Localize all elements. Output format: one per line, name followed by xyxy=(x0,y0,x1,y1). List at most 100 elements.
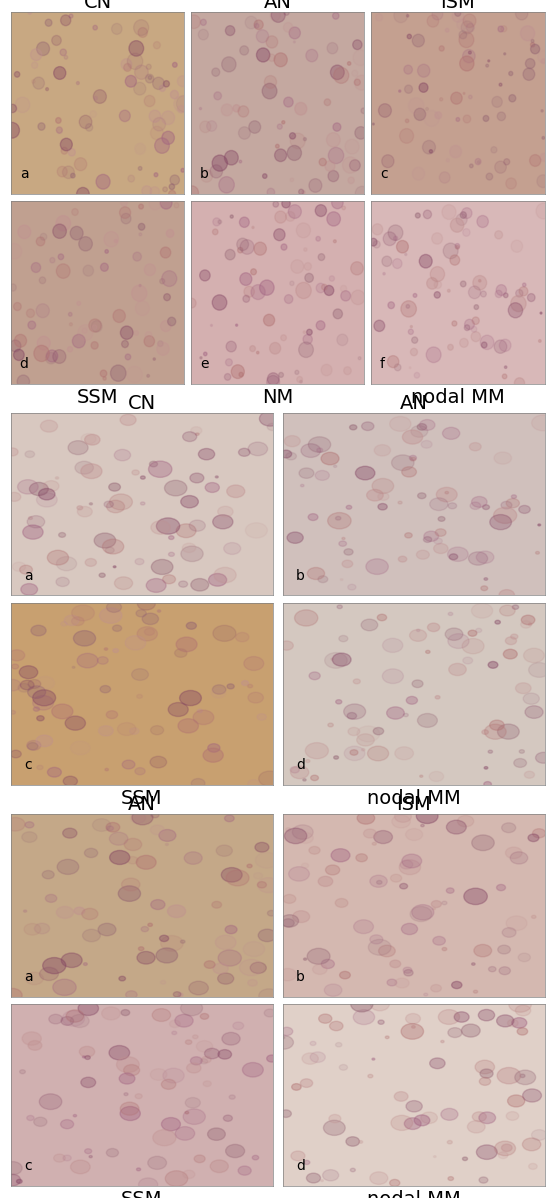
Circle shape xyxy=(85,558,96,567)
Circle shape xyxy=(355,75,368,90)
Circle shape xyxy=(301,863,309,869)
Circle shape xyxy=(447,821,466,834)
Title: AN: AN xyxy=(400,394,428,413)
Circle shape xyxy=(353,40,362,49)
Circle shape xyxy=(530,155,541,167)
Text: a: a xyxy=(24,569,32,582)
Circle shape xyxy=(344,367,351,375)
Circle shape xyxy=(267,910,276,916)
Circle shape xyxy=(290,179,294,182)
Circle shape xyxy=(248,684,252,688)
Circle shape xyxy=(454,1012,469,1022)
Circle shape xyxy=(488,967,496,972)
Circle shape xyxy=(304,1161,310,1164)
Circle shape xyxy=(394,364,401,370)
Circle shape xyxy=(174,202,179,208)
Circle shape xyxy=(14,72,20,77)
Circle shape xyxy=(495,231,503,238)
Circle shape xyxy=(145,332,152,339)
Text: c: c xyxy=(24,758,32,772)
Circle shape xyxy=(274,229,285,241)
Circle shape xyxy=(148,924,152,926)
Circle shape xyxy=(85,1149,92,1154)
Circle shape xyxy=(321,1180,323,1181)
Circle shape xyxy=(310,1041,316,1046)
Circle shape xyxy=(25,450,35,458)
Circle shape xyxy=(37,337,50,350)
Circle shape xyxy=(406,14,409,17)
Circle shape xyxy=(412,35,425,47)
Circle shape xyxy=(254,872,262,879)
Circle shape xyxy=(276,144,279,149)
Circle shape xyxy=(210,1160,228,1173)
Circle shape xyxy=(6,817,25,831)
Circle shape xyxy=(335,898,348,907)
Circle shape xyxy=(137,627,157,641)
Circle shape xyxy=(10,340,21,352)
Circle shape xyxy=(370,1172,388,1185)
Circle shape xyxy=(413,294,417,297)
Circle shape xyxy=(448,290,450,292)
Circle shape xyxy=(72,666,75,668)
Circle shape xyxy=(214,568,236,582)
Circle shape xyxy=(431,985,441,992)
Circle shape xyxy=(361,108,366,114)
Circle shape xyxy=(126,367,142,382)
Circle shape xyxy=(218,507,233,518)
Circle shape xyxy=(318,576,328,582)
Circle shape xyxy=(329,1114,341,1123)
Circle shape xyxy=(372,123,375,125)
Circle shape xyxy=(163,80,169,87)
Circle shape xyxy=(452,981,462,988)
Circle shape xyxy=(109,494,133,510)
Circle shape xyxy=(416,809,438,823)
Circle shape xyxy=(529,1163,537,1169)
Circle shape xyxy=(250,962,266,974)
Circle shape xyxy=(355,466,375,480)
Circle shape xyxy=(224,815,234,822)
Circle shape xyxy=(459,32,474,48)
Circle shape xyxy=(75,461,94,474)
Circle shape xyxy=(344,704,366,719)
Circle shape xyxy=(109,483,120,491)
Circle shape xyxy=(474,304,478,309)
Circle shape xyxy=(464,888,487,904)
Circle shape xyxy=(136,610,146,617)
Circle shape xyxy=(226,870,249,885)
Circle shape xyxy=(304,138,306,140)
Circle shape xyxy=(303,779,306,781)
Circle shape xyxy=(523,68,535,80)
Circle shape xyxy=(405,119,409,122)
Circle shape xyxy=(178,105,185,113)
Circle shape xyxy=(82,930,101,942)
Circle shape xyxy=(295,610,318,627)
Circle shape xyxy=(426,651,430,653)
Circle shape xyxy=(389,1179,400,1186)
Circle shape xyxy=(89,319,101,332)
Circle shape xyxy=(442,901,447,904)
Circle shape xyxy=(503,649,517,659)
Circle shape xyxy=(7,243,22,259)
Circle shape xyxy=(305,273,314,283)
Circle shape xyxy=(427,14,439,28)
Circle shape xyxy=(227,684,234,689)
Circle shape xyxy=(58,254,64,260)
Circle shape xyxy=(405,1014,420,1024)
Circle shape xyxy=(404,713,408,716)
Circle shape xyxy=(512,1017,527,1028)
Circle shape xyxy=(469,95,472,98)
Circle shape xyxy=(463,14,476,28)
Circle shape xyxy=(497,111,505,121)
Circle shape xyxy=(7,448,18,456)
Circle shape xyxy=(295,102,307,115)
Circle shape xyxy=(26,309,35,317)
Circle shape xyxy=(438,1010,460,1024)
Circle shape xyxy=(326,865,340,875)
Circle shape xyxy=(463,229,470,236)
Circle shape xyxy=(239,373,243,376)
Circle shape xyxy=(538,50,549,63)
Circle shape xyxy=(403,967,412,973)
Circle shape xyxy=(391,1115,412,1131)
Circle shape xyxy=(282,199,290,208)
Circle shape xyxy=(252,1155,258,1160)
